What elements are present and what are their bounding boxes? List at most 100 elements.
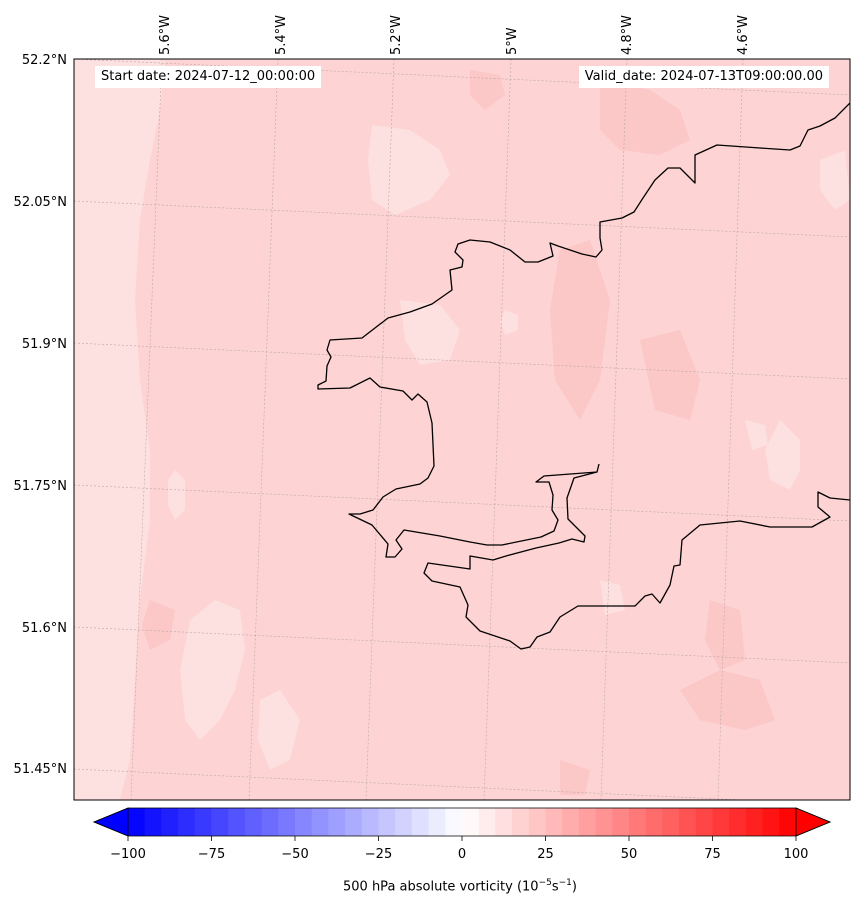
colorbar-segment — [395, 808, 413, 836]
lon-label: 4.6°W — [736, 15, 751, 55]
parallel-line — [74, 768, 749, 800]
light-field-patch-west — [74, 59, 165, 800]
colorbar-segment — [144, 808, 162, 836]
colorbar-tick-label: 0 — [458, 847, 466, 862]
colorbar-segment — [712, 808, 730, 836]
lon-label: 5.2°W — [389, 15, 404, 55]
parallel-line — [74, 626, 850, 664]
colorbar-segment — [211, 808, 229, 836]
light-field-patch-north-center — [368, 125, 450, 215]
colorbar-segment — [695, 808, 714, 836]
colorbar-tick-label: 50 — [621, 847, 638, 862]
colorbar-tick-label: −25 — [365, 847, 392, 862]
dark-field-patch-east — [640, 330, 700, 420]
lat-label: 51.75°N — [14, 479, 67, 494]
colorbar-segment — [295, 808, 313, 836]
colorbar-segment — [161, 808, 179, 836]
dark-field-patch-center — [550, 240, 610, 420]
colorbar-segment — [228, 808, 246, 836]
colorbar-segment — [762, 808, 780, 836]
colorbar-segment — [194, 808, 213, 836]
vorticity-field-patches — [74, 59, 850, 800]
colorbar-segment — [512, 808, 530, 836]
longitude-labels: 5.6°W 5.4°W 5.2°W 5°W 4.8°W 4.6°W — [158, 15, 751, 55]
map-frame — [73, 58, 851, 801]
colorbar-segment — [378, 808, 396, 836]
colorbar-tick-label: 25 — [537, 847, 554, 862]
dark-field-patch-se — [705, 600, 745, 670]
coastline-north-wales — [317, 102, 850, 558]
colorbar-segment — [595, 808, 613, 836]
light-field-patch-west-2 — [168, 470, 185, 520]
parallel-line — [74, 342, 850, 380]
colorbar-segment — [662, 808, 680, 836]
colorbar-label-mid: s — [551, 879, 559, 895]
meridian-line — [483, 59, 512, 800]
colorbar-label-exp1: −5 — [538, 878, 552, 888]
colorbar-segment — [729, 808, 747, 836]
dark-field-patch-s — [560, 760, 590, 795]
colorbar-label-end: ) — [571, 879, 577, 895]
colorbar-segment — [679, 808, 697, 836]
colorbar-extend-max-arrow — [795, 807, 832, 837]
latitude-labels: 52.2°N 52.05°N 51.9°N 51.75°N 51.6°N 51.… — [14, 53, 67, 777]
colorbar-label-text: 500 hPa absolute vorticity (10 — [343, 879, 539, 895]
lat-label: 51.9°N — [22, 337, 67, 352]
colorbar-segment — [562, 808, 580, 836]
colorbar-tick-label: −75 — [198, 847, 225, 862]
meridian-line — [717, 59, 744, 800]
colorbar-segment — [462, 808, 480, 836]
coastline-south-wales — [423, 471, 850, 650]
colorbar-segments — [128, 808, 797, 836]
colorbar-segment — [578, 808, 597, 836]
coastline — [317, 102, 850, 650]
colorbar-segment — [244, 808, 263, 836]
colorbar-segment — [178, 808, 196, 836]
colorbar-ticks: −100 −75 −50 −25 0 25 50 75 100 — [110, 836, 808, 862]
colorbar-segment — [128, 808, 146, 836]
colorbar-tick-label: 75 — [704, 847, 721, 862]
light-field-patch-sw — [180, 600, 245, 740]
colorbar-segment — [545, 808, 563, 836]
colorbar-label: 500 hPa absolute vorticity (10−5s−1) — [0, 878, 859, 894]
colorbar-segment — [311, 808, 329, 836]
lon-label: 4.8°W — [620, 15, 635, 55]
colorbar-extend-min-arrow — [92, 807, 129, 837]
colorbar-segment — [328, 808, 346, 836]
colorbar-segment — [528, 808, 547, 836]
light-field-patch-east-3 — [745, 420, 768, 450]
colorbar-label-exp2: −1 — [558, 878, 572, 888]
start-date-label: Start date: 2024-07-12_00:00:00 — [95, 66, 322, 88]
lat-label: 52.05°N — [14, 195, 67, 210]
map-panel — [73, 58, 851, 801]
lat-label: 52.2°N — [22, 53, 67, 68]
colorbar-segment — [345, 808, 363, 836]
parallel-line — [74, 59, 850, 96]
colorbar-segment — [478, 808, 496, 836]
colorbar-segment — [361, 808, 380, 836]
meridian-line — [248, 59, 279, 800]
colorbar-tick-label: −50 — [281, 847, 308, 862]
dark-field-patch-south — [680, 670, 775, 730]
colorbar-tick-label: −100 — [110, 847, 146, 862]
colorbar-segment — [612, 808, 630, 836]
colorbar-segment — [629, 808, 647, 836]
colorbar-segment — [411, 808, 430, 836]
lon-label: 5°W — [505, 27, 520, 55]
meridian-line — [365, 59, 395, 800]
meridian-line — [600, 59, 628, 800]
colorbar-tick-label: 100 — [784, 847, 809, 862]
colorbar-segment — [445, 808, 463, 836]
lon-label: 5.6°W — [158, 15, 173, 55]
colorbar-segment — [278, 808, 296, 836]
dark-field-patch-south-2 — [142, 600, 175, 650]
parallel-line — [74, 200, 850, 238]
lat-label: 51.45°N — [14, 762, 67, 777]
parallel-line — [74, 484, 850, 522]
dark-field-patch-north — [470, 70, 505, 110]
lat-label: 51.6°N — [22, 621, 67, 636]
light-field-patch-center — [400, 300, 460, 365]
light-field-patch-east-2 — [820, 150, 850, 210]
light-field-patch-east — [765, 420, 800, 490]
